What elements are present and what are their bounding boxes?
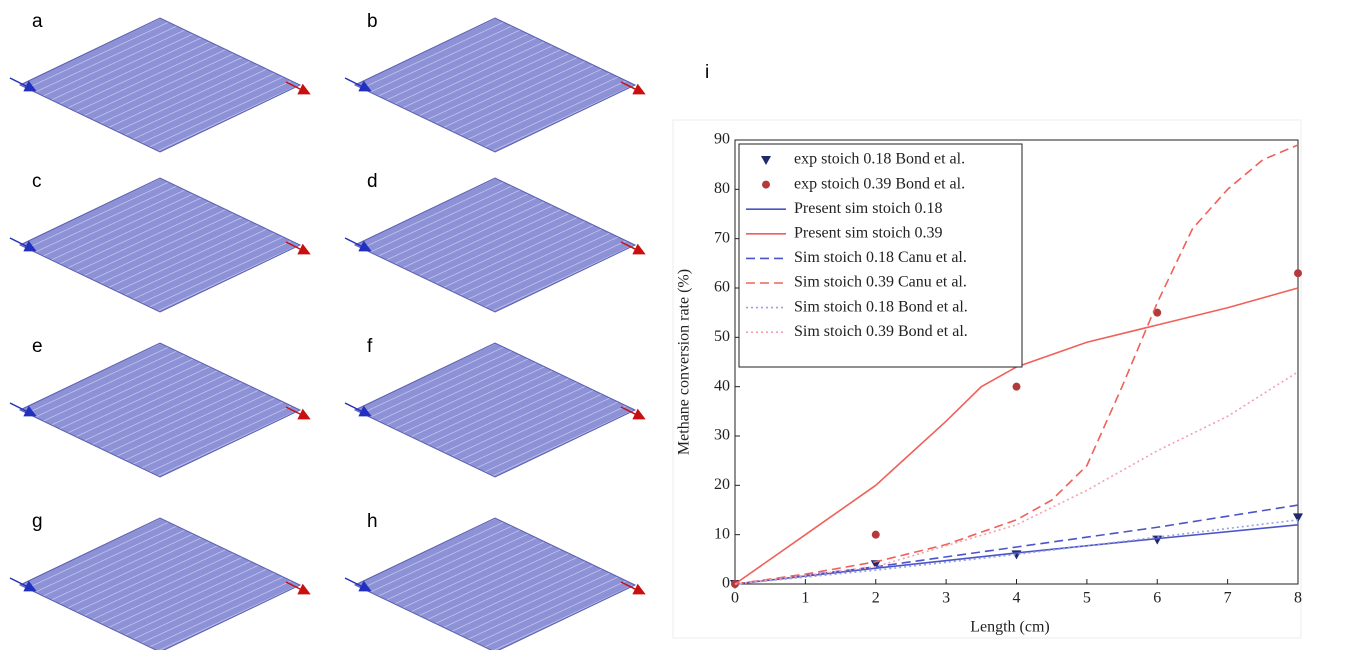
legend-label: Sim stoich 0.18 Canu et al. [794,249,967,266]
panel-label: b [367,11,378,32]
outlet-arrow [285,581,311,595]
inlet-arrow [9,577,37,592]
panel-label: g [32,511,43,532]
flow-field [353,17,637,153]
layout-panel: f [344,336,646,478]
panel-label: d [367,171,378,192]
y-tick-label: 60 [714,279,730,296]
x-axis-label: Length (cm) [970,619,1050,636]
series-line [734,504,1299,585]
inlet-arrow [9,402,37,417]
y-tick-label: 80 [714,180,730,197]
inlet-arrow [344,237,372,252]
outlet-arrow [620,406,646,420]
layout-panel: d [344,171,646,313]
y-tick-label: 20 [714,476,730,493]
y-axis-label: Methane conversion rate (%) [676,269,693,455]
flow-field [18,177,302,313]
flow-field [353,517,637,650]
series-line [734,144,1299,585]
panel-label: a [32,11,43,32]
panel-label: i [705,62,709,83]
legend-label: Present sim stoich 0.18 [794,200,942,217]
legend-swatch [761,156,771,165]
legend-label: Sim stoich 0.39 Bond et al. [794,323,968,340]
inlet-arrow [344,402,372,417]
y-tick-label: 40 [714,377,730,394]
layout-panel: g [9,511,311,650]
layouts: a b c d e f g h [9,11,646,650]
y-tick-label: 0 [722,575,730,592]
layout-panel: a [9,11,311,153]
data-point [1293,513,1303,523]
layout-panel: e [9,336,311,478]
flow-field [18,342,302,478]
outlet-arrow [285,406,311,420]
data-point [1294,269,1302,278]
outlet-arrow [620,241,646,255]
x-tick-label: 3 [942,590,950,607]
series-line [734,524,1299,585]
data-point [870,560,881,570]
outlet-arrow [620,581,646,595]
y-tick-label: 70 [714,229,730,246]
outlet-arrow [620,81,646,95]
inlet-arrow [344,77,372,92]
series-line [734,371,1299,585]
x-tick-label: 2 [872,590,880,607]
flow-field [18,517,302,650]
layout-panel: h [344,511,646,650]
panel-label: c [32,171,42,192]
chart: Length (cm) Methane conversion rate (%) … [672,119,1303,639]
x-tick-label: 7 [1224,590,1232,607]
legend-label: Present sim stoich 0.39 [794,224,942,241]
layout-panel: c [9,171,311,313]
legend-box [738,143,1023,368]
panel-label: e [32,336,43,357]
x-tick-label: 4 [1013,590,1021,607]
series-line [734,287,1299,585]
y-tick-label: 50 [714,328,730,345]
data-point [871,530,880,539]
x-tick-label: 8 [1294,590,1302,607]
outlet-arrow [285,241,311,255]
data-point [1012,382,1021,391]
inlet-arrow [9,237,37,252]
panel-label: f [367,336,373,357]
outlet-arrow [285,81,311,95]
data-point [1153,308,1162,317]
x-tick-label: 1 [801,590,809,607]
inlet-arrow [344,577,372,592]
panel-label: h [367,511,378,532]
y-tick-label: 90 [714,131,730,148]
legend-label: Sim stoich 0.18 Bond et al. [794,298,968,315]
legend-label: Sim stoich 0.39 Canu et al. [794,274,967,291]
x-tick-label: 0 [731,590,739,607]
flow-field [353,177,637,313]
x-tick-label: 6 [1153,590,1161,607]
legend-label: exp stoich 0.39 Bond et al. [794,175,965,192]
inlet-arrow [9,77,37,92]
flow-field [18,17,302,153]
layout-panel: b [344,11,646,153]
y-tick-label: 10 [714,525,730,542]
flow-field [353,342,637,478]
y-tick-label: 30 [714,427,730,444]
legend-swatch [762,180,770,189]
x-tick-label: 5 [1083,590,1091,607]
legend: exp stoich 0.18 Bond et al. exp stoich 0.… [738,143,1023,368]
legend-label: exp stoich 0.18 Bond et al. [794,151,965,168]
